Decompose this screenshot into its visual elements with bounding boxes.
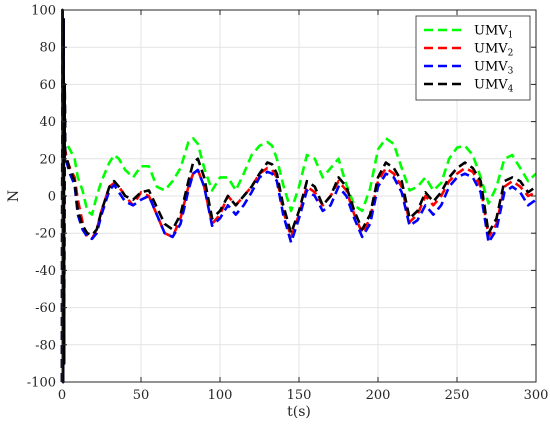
ticks: 0 50 100 150 200 250 300 -100 -80 -60 -40 -20 0 20 40 6…	[27, 4, 549, 404]
x-tick-label: 150	[287, 388, 312, 403]
y-axis-label: N	[6, 190, 22, 202]
legend-label-umv-1: UMV1	[474, 24, 513, 41]
legend-label-umv-2: UMV2	[474, 42, 513, 59]
legend-label-umv-4: UMV4	[474, 78, 514, 95]
series-line-umv-3	[60, 8, 537, 384]
y-tick-label: -100	[27, 376, 56, 391]
y-tick-label: 80	[39, 41, 56, 56]
legend-box	[415, 15, 531, 101]
series-line-umv-4	[60, 8, 537, 384]
x-tick-label: 200	[366, 388, 391, 403]
y-tick-label: 60	[39, 78, 56, 93]
y-tick-label: 100	[31, 4, 56, 19]
x-tick-label: 0	[58, 388, 66, 403]
legend-label-umv-3: UMV3	[474, 60, 514, 77]
y-tick-label: 20	[39, 152, 56, 167]
y-tick-label: -20	[35, 227, 56, 242]
series-layer	[60, 8, 537, 384]
x-tick-label: 100	[208, 388, 233, 403]
x-axis-label: t(s)	[287, 404, 311, 420]
y-tick-label: -40	[35, 264, 56, 279]
y-tick-label: -60	[35, 301, 56, 316]
x-tick-label: 300	[524, 388, 549, 403]
x-tick-label: 250	[445, 388, 470, 403]
y-tick-label: 40	[39, 115, 56, 130]
y-tick-label: -80	[35, 338, 56, 353]
series-line-umv-1	[60, 8, 537, 384]
series-line-umv-2	[60, 8, 537, 384]
y-tick-label: 0	[48, 190, 56, 205]
x-tick-label: 50	[133, 388, 150, 403]
